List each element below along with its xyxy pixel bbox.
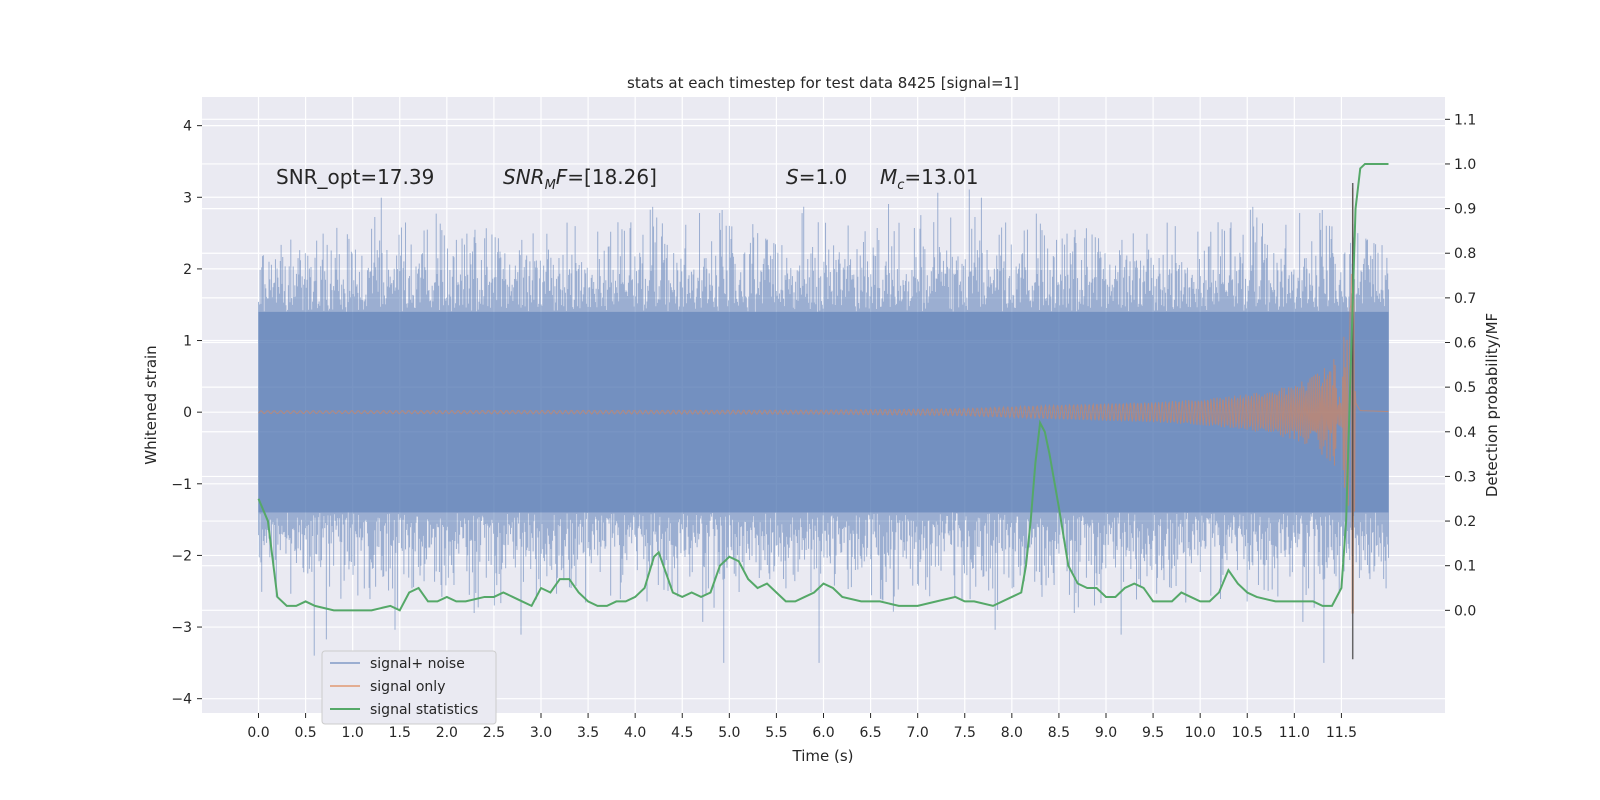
chart-title: stats at each timestep for test data 842… — [627, 74, 1019, 92]
y2-tick-label: 1.1 — [1454, 112, 1476, 128]
legend-label-signal-only: signal only — [370, 679, 445, 695]
y2-tick-label: 0.3 — [1454, 469, 1476, 485]
y2-tick-label: 0.8 — [1454, 246, 1476, 262]
x-tick-label: 1.5 — [389, 725, 411, 741]
y-tick-label: 3 — [183, 190, 192, 206]
y-tick-label: 0 — [183, 405, 192, 421]
annotation-mc: Mc=13.01 — [880, 165, 978, 193]
x-tick-label: 4.0 — [624, 725, 646, 741]
legend-box — [321, 650, 497, 725]
annotations: SNR_opt=17.39 SNRMF=[18.26] S=1.0 Mc=13.… — [276, 165, 978, 193]
x-tick-label: 0.0 — [247, 725, 269, 741]
x-tick-label: 11.5 — [1326, 725, 1357, 741]
x-axis-label: Time (s) — [792, 747, 854, 765]
annotation-s: S=1.0 — [786, 165, 847, 189]
legend-label-signal-noise: signal+ noise — [370, 656, 465, 672]
x-tick-label: 6.5 — [859, 725, 881, 741]
y-tick-label: −1 — [171, 477, 192, 493]
y2-tick-label: 0.5 — [1454, 380, 1476, 396]
series-signal-only — [258, 187, 1389, 614]
x-tick-label: 7.5 — [954, 725, 976, 741]
x-tick-label: 5.5 — [765, 725, 787, 741]
x-tick-label: 2.5 — [483, 725, 505, 741]
x-tick-label: 8.0 — [1001, 725, 1023, 741]
series-signal-noise — [258, 189, 1389, 663]
x-tick-label: 1.0 — [342, 725, 364, 741]
x-tick-label: 10.0 — [1185, 725, 1216, 741]
x-tick-label: 8.5 — [1048, 725, 1070, 741]
annotation-snr-mf: SNRMF=[18.26] — [503, 165, 657, 193]
y-tick-label: 1 — [183, 334, 192, 350]
y2-tick-label: 0.9 — [1454, 202, 1476, 218]
ticks: 0.0 0.5 1.0 1.5 2.0 2.5 3.0 3.5 4.0 4.5 5.0 5.5 6.0 6… — [171, 112, 1476, 741]
y2-axis-label: Detection probability/MF — [1483, 313, 1501, 497]
x-tick-label: 6.0 — [812, 725, 834, 741]
x-tick-label: 11.0 — [1279, 725, 1310, 741]
x-tick-label: 0.5 — [294, 725, 316, 741]
x-tick-label: 10.5 — [1232, 725, 1263, 741]
series-layer — [257, 162, 1389, 663]
x-tick-label: 2.0 — [436, 725, 458, 741]
x-tick-label: 5.0 — [718, 725, 740, 741]
y2-tick-label: 0.0 — [1454, 603, 1476, 619]
y-axis-label: Whitened strain — [142, 345, 160, 464]
x-tick-label: 9.0 — [1095, 725, 1117, 741]
x-tick-label: 9.5 — [1142, 725, 1164, 741]
y-tick-label: −2 — [171, 548, 192, 564]
y2-tick-label: 0.2 — [1454, 514, 1476, 530]
y-tick-label: −4 — [171, 692, 192, 708]
y2-tick-label: 0.1 — [1454, 559, 1476, 575]
y-tick-label: 2 — [183, 262, 192, 278]
x-tick-label: 3.0 — [530, 725, 552, 741]
x-tick-label: 4.5 — [671, 725, 693, 741]
annotation-snr-opt: SNR_opt=17.39 — [276, 165, 434, 189]
y2-tick-label: 0.7 — [1454, 291, 1476, 307]
y2-tick-label: 0.4 — [1454, 425, 1476, 441]
y2-tick-label: 0.6 — [1454, 336, 1476, 352]
legend: signal+ noise signal only signal statist… — [321, 650, 497, 725]
y-tick-label: 4 — [183, 119, 192, 135]
x-tick-label: 3.5 — [577, 725, 599, 741]
x-tick-label: 7.0 — [907, 725, 929, 741]
y2-tick-label: 1.0 — [1454, 157, 1476, 173]
y-tick-label: −3 — [171, 620, 192, 636]
legend-label-signal-statistics: signal statistics — [370, 702, 478, 718]
series-signal-statistics — [257, 162, 1389, 612]
